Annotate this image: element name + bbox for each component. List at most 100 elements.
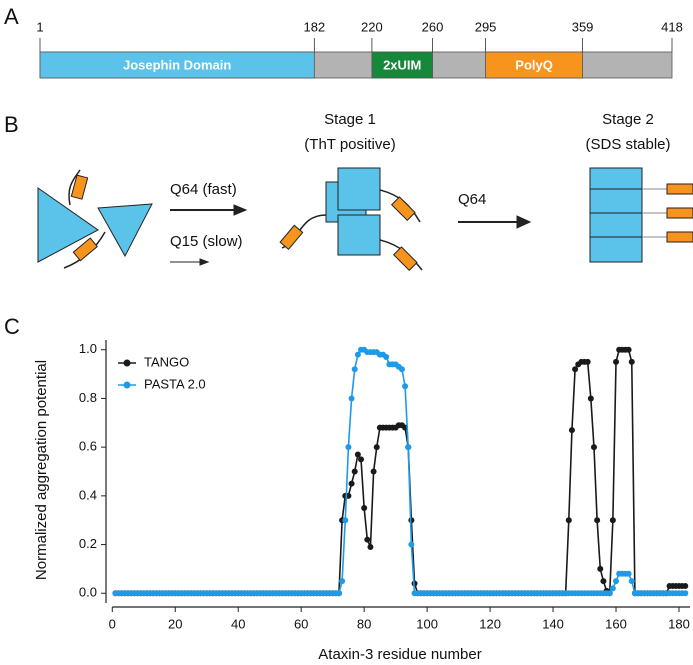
domain-label: PolyQ: [515, 57, 553, 72]
y-tick-label: 1.0: [79, 341, 97, 356]
y-tick-label: 0.0: [79, 585, 97, 600]
x-tick-label: 40: [231, 616, 245, 631]
data-point: [600, 578, 607, 585]
tick-label: 182: [303, 19, 325, 34]
arrow-head: [199, 258, 210, 266]
fibril: [589, 167, 643, 263]
arrow-label: Q64 (fast): [170, 181, 237, 198]
y-tick-label: 0.6: [79, 439, 97, 454]
data-point: [405, 444, 412, 451]
polyq: [72, 237, 98, 262]
polyq: [392, 246, 418, 272]
x-tick-label: 60: [294, 616, 308, 631]
arrow-head: [233, 204, 248, 216]
data-point: [609, 517, 616, 524]
data-point: [342, 517, 349, 524]
tick-label: 220: [361, 19, 383, 34]
data-point: [587, 395, 594, 402]
data-point: [348, 480, 355, 487]
tick-label: 359: [572, 19, 594, 34]
legend-label: TANGO: [144, 354, 189, 369]
data-point: [606, 590, 613, 597]
linker: [68, 169, 81, 206]
x-tick-label: 180: [668, 616, 690, 631]
data-point: [361, 505, 368, 512]
data-point: [609, 585, 616, 592]
data-point: [402, 383, 409, 390]
data-point: [625, 570, 632, 577]
polyq: [70, 174, 89, 200]
data-point: [565, 517, 572, 524]
data-point: [358, 456, 365, 463]
panel-label: A: [4, 4, 19, 29]
y-tick-label: 0.2: [79, 536, 97, 551]
tick-label: 295: [475, 19, 497, 34]
data-point: [628, 578, 635, 585]
data-point: [351, 366, 358, 373]
data-point: [584, 358, 591, 365]
oligomer: [337, 167, 381, 211]
data-point: [572, 366, 579, 373]
data-point: [408, 541, 415, 548]
data-point: [354, 451, 361, 458]
domain: [39, 51, 315, 79]
x-tick-label: 120: [479, 616, 501, 631]
data-point: [367, 543, 374, 550]
tick-label: 1: [36, 19, 43, 34]
y-tick-label: 0.8: [79, 390, 97, 405]
data-point: [383, 354, 390, 361]
data-point: [682, 590, 689, 597]
x-tick-label: 140: [542, 616, 564, 631]
data-point: [613, 578, 620, 585]
arrow-label: Q64: [458, 191, 486, 208]
x-tick-label: 100: [416, 616, 438, 631]
domain-label: Josephin Domain: [123, 57, 231, 72]
data-point: [398, 366, 405, 373]
x-tick-label: 80: [357, 616, 371, 631]
scheme: [37, 167, 693, 272]
tick-label: 418: [661, 19, 683, 34]
data-point: [351, 468, 358, 475]
y-axis-title: Normalized aggregation potential: [33, 360, 50, 580]
panel-label: B: [4, 112, 19, 137]
data-point: [345, 444, 352, 451]
y-tick-label: 0.4: [79, 487, 97, 502]
domain: [485, 51, 583, 79]
arrow-label: Q15 (slow): [170, 233, 243, 250]
tick-label: 260: [422, 19, 444, 34]
data-point: [590, 444, 597, 451]
x-tick-label: 160: [605, 616, 627, 631]
x-tick-label: 0: [109, 616, 116, 631]
stage-title: Stage 2: [602, 111, 654, 128]
oligomer: [337, 214, 381, 256]
stage-subtitle: (ThT positive): [304, 136, 395, 153]
panel-label: C: [4, 314, 20, 339]
polyq: [666, 231, 693, 243]
x-axis-title: Ataxin-3 residue number: [318, 646, 481, 663]
data-point: [628, 358, 635, 365]
polyq: [666, 183, 693, 195]
data-point: [597, 565, 604, 572]
data-point: [568, 427, 575, 434]
data-point: [682, 582, 689, 589]
data-point: [594, 517, 601, 524]
domain-label: 2xUIM: [383, 57, 421, 72]
arrow-head: [516, 215, 532, 229]
data-point: [370, 468, 377, 475]
monomer: [97, 203, 153, 258]
monomer: [37, 187, 99, 263]
data-point: [335, 590, 342, 597]
domain: [371, 51, 433, 79]
data-point: [348, 395, 355, 402]
polyq: [666, 207, 693, 219]
data-point: [339, 578, 346, 585]
polyq: [390, 196, 416, 222]
legend-label: PASTA 2.0: [144, 376, 206, 391]
data-point: [354, 351, 361, 358]
legend-marker: [123, 381, 131, 389]
data-point: [364, 536, 371, 543]
stage-subtitle: (SDS stable): [585, 136, 670, 153]
x-tick-label: 20: [168, 616, 182, 631]
polyq: [279, 224, 304, 250]
